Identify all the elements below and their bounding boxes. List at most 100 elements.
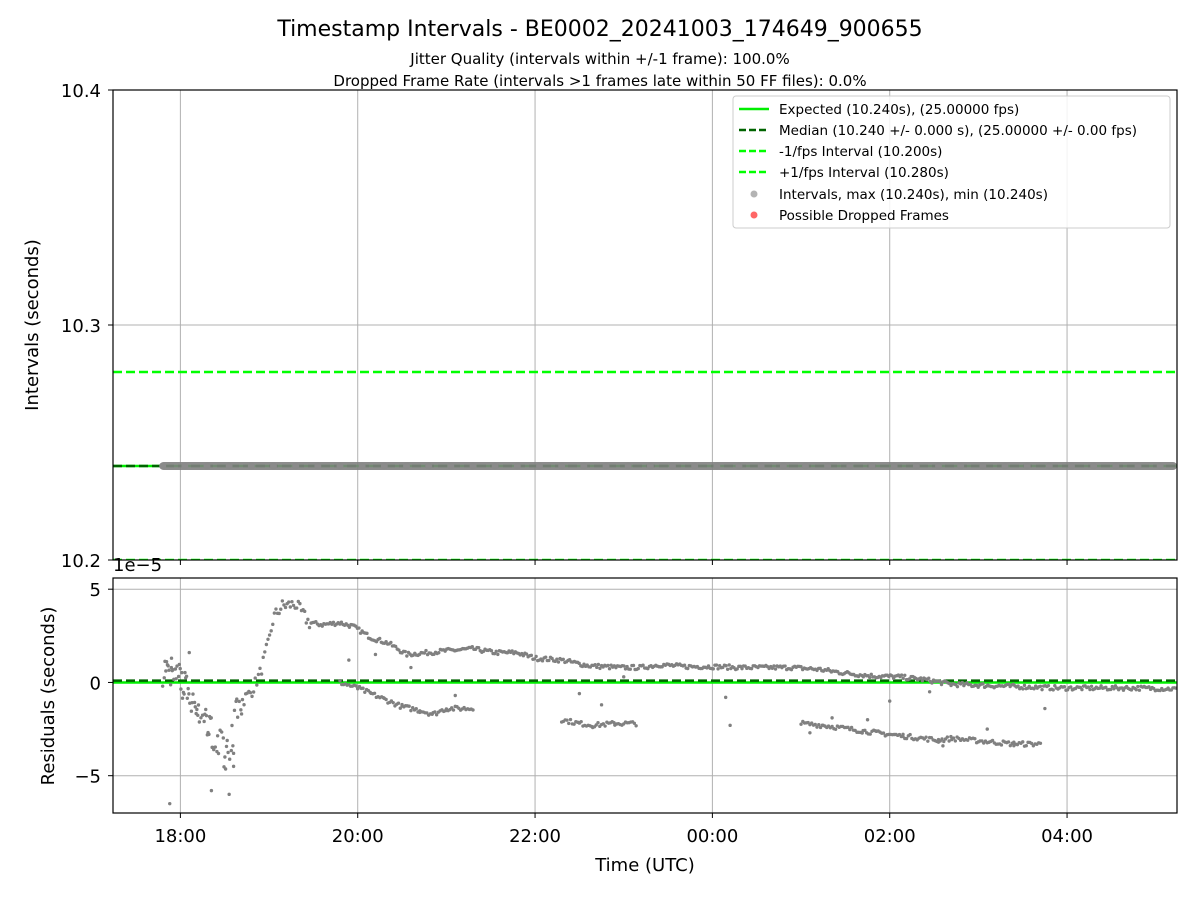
residual-point [295,606,299,610]
residual-point [631,663,636,668]
residual-point [1080,687,1084,692]
residual-point [890,674,894,678]
residual-point [251,690,256,694]
residual-point-secondary [817,722,821,727]
residual-point [1038,684,1043,688]
residual-point [424,648,428,653]
interval-point [181,462,189,470]
residual-point [304,621,308,625]
x-tick-label: 02:00 [864,826,916,847]
residual-outlier-point [728,723,732,728]
residual-point [256,672,261,677]
residual-point [263,650,267,654]
residual-point [189,709,194,713]
residual-point [1147,685,1151,689]
residual-point [240,697,245,702]
residual-point-secondary [815,725,819,729]
residual-point [772,664,776,668]
residual-point-secondary [565,718,569,722]
residual-outlier-point [373,652,378,657]
residual-point [955,684,960,689]
residual-point [1108,687,1113,692]
residual-point [899,673,904,677]
residual-point-secondary [951,736,956,740]
x-tick-label: 04:00 [1041,826,1093,847]
residual-point [1062,685,1067,689]
residual-point [164,660,169,664]
interval-point [846,462,854,470]
interval-point [1045,462,1053,470]
bottom-x-axis-ticks: 18:00 20:00 22:00 00:00 02:00 04:00 [154,813,1093,847]
residual-point [204,707,208,712]
residual-point [1088,687,1092,692]
bottom-y-axis-label: Residuals (seconds) [38,607,59,786]
residual-point [724,664,728,668]
residual-point [1046,683,1051,688]
residual-point [230,723,234,728]
residual-point [740,666,744,671]
residual-point [287,600,291,604]
residual-point [625,664,629,669]
residual-point [534,654,538,659]
residual-point [258,666,262,671]
residual-outlier-point [888,699,892,703]
residual-outlier-point [347,658,351,662]
residual-point [168,683,173,687]
residual-points [160,599,1177,806]
residual-point-secondary [1038,741,1043,745]
residual-point [173,667,178,671]
residual-point [938,679,942,684]
residual-point [180,670,184,675]
residual-point [196,703,201,707]
residual-point [1089,684,1094,688]
residual-point [606,663,610,668]
interval-point [1023,462,1031,470]
residual-point [556,660,561,664]
interval-point [314,462,322,470]
residual-point [209,716,213,720]
top-x-axis-ticks [179,560,1068,565]
residual-point [476,646,481,650]
residual-point [225,738,229,743]
residual-point-secondary [799,722,803,726]
residual-point [682,663,687,667]
residual-point-secondary [361,686,365,690]
interval-point [868,462,876,470]
residual-point [357,626,361,630]
residual-point [595,665,599,670]
residual-point [1136,684,1140,689]
residual-point-secondary [849,725,854,730]
residual-point [223,767,228,771]
residual-point [716,667,720,671]
residual-point-secondary [354,684,358,688]
residual-point [903,673,907,677]
residual-point [186,686,190,691]
residual-point [197,720,202,724]
residual-point-secondary [632,721,637,726]
residual-point [555,657,559,661]
residual-point [239,712,244,716]
bottom-offset-label: 1e−5 [113,555,162,576]
interval-point [425,462,433,470]
residual-point [160,684,165,688]
residual-point [470,645,474,649]
legend-dropped-swatch [750,211,758,219]
residual-point [320,624,324,628]
residual-point-secondary [945,735,950,739]
residual-point [714,663,719,667]
interval-point [1001,462,1009,470]
residual-point [277,611,281,616]
legend: Expected (10.240s), (25.00000 fps) Media… [732,95,1171,229]
interval-point [336,462,344,470]
residual-point [1099,684,1103,688]
residual-outlier-point [941,744,945,748]
interval-point [668,462,676,470]
residual-point [365,631,369,636]
interval-point [779,462,787,470]
residual-point [960,680,964,685]
residual-point [1022,683,1027,688]
residual-point-secondary [1029,741,1034,746]
interval-point-band [159,462,1177,470]
